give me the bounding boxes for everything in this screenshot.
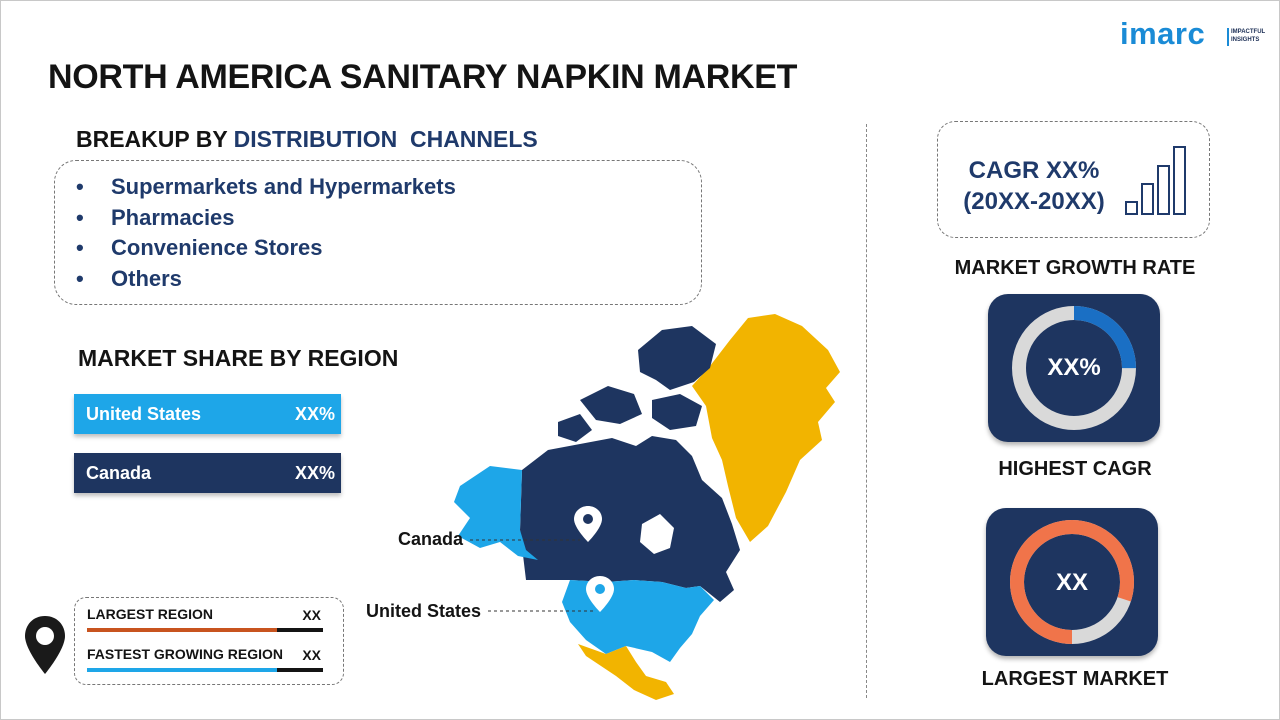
largest-market-value: XX — [1055, 569, 1088, 596]
page-title: NORTH AMERICA SANITARY NAPKIN MARKET — [48, 58, 798, 96]
cagr-text: CAGR XX% (20XX-20XX) — [948, 155, 1120, 217]
map-mexico — [578, 644, 674, 700]
logo-tagline-line-1: IMPACTFUL — [1231, 29, 1266, 35]
distribution-heading-accent: DISTRIBUTION CHANNELS — [233, 126, 538, 152]
cagr-line-2: (20XX-20XX) — [963, 188, 1105, 215]
map-canada — [520, 436, 740, 602]
legend-label: FASTEST GROWING REGION — [87, 646, 284, 662]
market-growth-rate-label: MARKET GROWTH RATE — [954, 257, 1196, 279]
logo-wordmark: imarc — [1120, 16, 1206, 51]
legend-track — [87, 628, 323, 632]
logo-tagline: IMPACTFUL INSIGHTS — [1231, 28, 1265, 44]
bar-growth-icon — [1125, 146, 1186, 215]
region-bar-united-states: United States XX% — [74, 394, 341, 434]
largest-market-donut — [1010, 520, 1134, 644]
cagr-line-1: CAGR XX% — [968, 157, 1100, 184]
highest-cagr-value: XX% — [1047, 354, 1101, 381]
distribution-list: • Supermarkets and Hypermarkets • Pharmaci… — [76, 172, 456, 294]
legend-track — [87, 668, 323, 672]
channel-label: Pharmacies — [111, 204, 235, 230]
legend-fill — [87, 628, 277, 632]
region-bar-canada: Canada XX% — [74, 453, 341, 493]
map-pin-canada — [574, 506, 602, 542]
map-alaska — [454, 466, 538, 560]
channel-label: Convenience Stores — [111, 235, 323, 261]
map-hudson-bay — [640, 514, 674, 554]
highest-cagr-donut — [1012, 306, 1136, 430]
logo-separator — [1227, 28, 1229, 46]
map-canada-arctic-3 — [652, 394, 702, 430]
highest-cagr-label: HIGHEST CAGR — [998, 458, 1152, 480]
cagr-box — [937, 121, 1210, 238]
list-item: • Convenience Stores — [76, 233, 456, 264]
region-bar-value: XX% — [294, 462, 335, 483]
bullet-icon: • — [76, 174, 84, 200]
largest-market-card: XX — [986, 508, 1158, 656]
map-greenland — [692, 314, 840, 542]
legend-value: XX — [302, 647, 321, 663]
location-pin-icon — [25, 616, 65, 674]
north-america-map — [454, 314, 840, 700]
channel-label: Others — [111, 265, 182, 291]
map-canada-arctic — [638, 326, 716, 390]
map-pin-us — [586, 576, 614, 612]
map-canada-arctic-2 — [580, 386, 642, 424]
list-item: • Supermarkets and Hypermarkets — [76, 172, 456, 203]
legend-value: XX — [302, 607, 321, 623]
legend-fill — [87, 668, 277, 672]
highest-cagr-card: XX% — [988, 294, 1160, 442]
distribution-box — [54, 160, 702, 305]
logo-tagline-line-2: INSIGHTS — [1231, 37, 1260, 43]
map-label-united-states: United States — [366, 601, 482, 621]
bullet-icon: • — [76, 204, 84, 230]
bullet-icon: • — [76, 235, 84, 261]
bullet-icon: • — [76, 265, 84, 291]
channel-label: Supermarkets and Hypermarkets — [111, 174, 456, 200]
region-bar-label: United States — [86, 403, 202, 424]
distribution-heading-prefix: BREAKUP BY — [76, 126, 228, 152]
map-canada-arctic-4 — [558, 414, 592, 442]
vertical-divider — [866, 124, 867, 698]
region-bar-label: Canada — [86, 462, 152, 483]
distribution-heading: BREAKUP BY DISTRIBUTION CHANNELS — [76, 126, 538, 153]
region-share-heading: MARKET SHARE BY REGION — [78, 345, 399, 371]
largest-market-label: LARGEST MARKET — [981, 668, 1169, 690]
region-bar-value: XX% — [294, 403, 335, 424]
map-label-canada: Canada — [398, 529, 464, 549]
imarc-logo: imarc IMPACTFUL INSIGHTS — [1120, 16, 1272, 52]
legend-label: LARGEST REGION — [87, 606, 214, 622]
list-item: • Pharmacies — [76, 203, 456, 234]
region-legend-box — [74, 597, 344, 685]
list-item: • Others — [76, 264, 456, 295]
